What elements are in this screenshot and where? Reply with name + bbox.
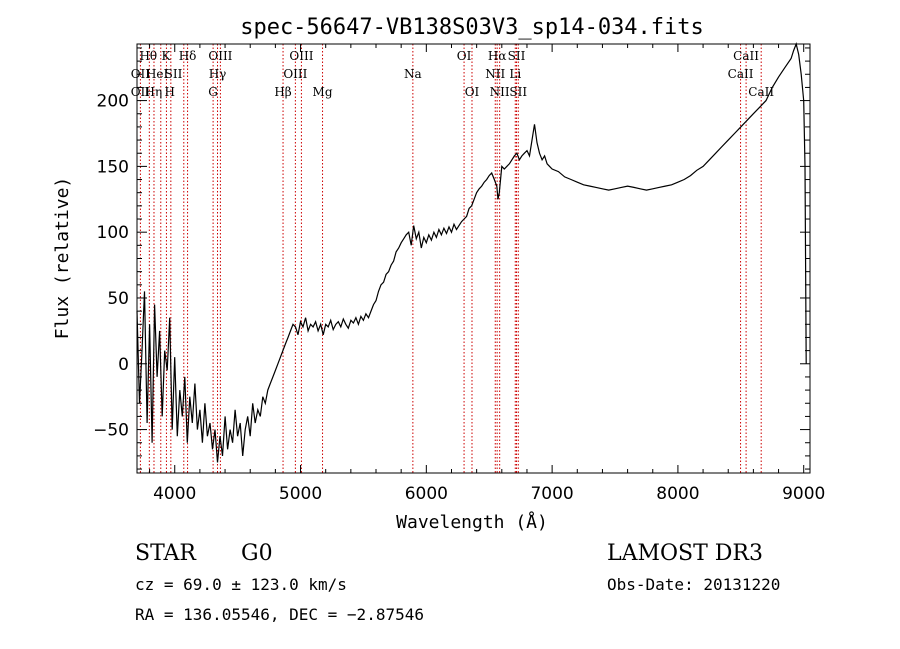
class-label: STAR [135, 541, 197, 566]
line-label: K [161, 49, 171, 63]
line-label: CaII [728, 67, 754, 81]
line-label: OIII [283, 67, 307, 81]
spectral-line-markers [139, 44, 762, 473]
line-label: CaII [733, 49, 759, 63]
x-tick-label: 5000 [279, 484, 322, 504]
y-tick-label: −50 [93, 421, 129, 441]
subclass-label: G0 [241, 541, 273, 566]
line-label: Mg [313, 85, 333, 99]
line-label: Li [509, 67, 521, 81]
line-label: OI [457, 49, 472, 63]
redshift-text: cz = 69.0 ± 123.0 km/s [135, 575, 347, 594]
y-tick-label: 200 [97, 92, 129, 112]
line-label: Hη [145, 85, 163, 99]
line-label: Na [404, 67, 422, 81]
line-label: OIII [289, 49, 313, 63]
line-label: Hα [488, 49, 507, 63]
x-tick-label: 8000 [656, 484, 699, 504]
line-label: Hγ [209, 67, 227, 81]
x-tick-label: 9000 [782, 484, 825, 504]
x-axis-label: Wavelength (Å) [396, 511, 548, 533]
y-tick-label: 50 [107, 289, 129, 309]
survey-label: LAMOST DR3 [607, 541, 763, 566]
radec-text: RA = 136.05546, DEC = −2.87546 [135, 605, 424, 624]
chart-title: spec-56647-VB138S03V3_sp14-034.fits [240, 15, 704, 40]
line-label: OIII [208, 49, 232, 63]
plot-frame [136, 43, 811, 474]
x-axis-ticks: 4000 5000 6000 7000 8000 9000 [149, 44, 825, 504]
line-label: HeI [146, 67, 169, 81]
y-tick-label: 100 [97, 223, 129, 243]
y-axis-ticks: −50 0 50 100 150 200 [93, 47, 810, 470]
line-label: G [208, 85, 218, 99]
x-tick-label: 4000 [153, 484, 196, 504]
line-label: OII [131, 85, 151, 99]
line-label: Hδ [179, 49, 197, 63]
line-label: H [164, 85, 174, 99]
line-label: NII [485, 67, 505, 81]
y-axis-label: Flux (relative) [52, 177, 73, 340]
spectrum-line [136, 42, 807, 463]
line-label: Hθ [139, 49, 157, 63]
line-label: OI [465, 85, 480, 99]
x-tick-label: 7000 [530, 484, 573, 504]
x-tick-label: 6000 [405, 484, 448, 504]
line-label: Hβ [274, 85, 291, 99]
y-tick-label: 150 [97, 157, 129, 177]
y-tick-label: 0 [118, 355, 129, 375]
line-label: SII [508, 49, 526, 63]
obs-date-text: Obs-Date: 20131220 [607, 575, 780, 594]
line-label: SII [509, 85, 527, 99]
line-label: SII [165, 67, 183, 81]
line-label: NII [490, 85, 510, 99]
